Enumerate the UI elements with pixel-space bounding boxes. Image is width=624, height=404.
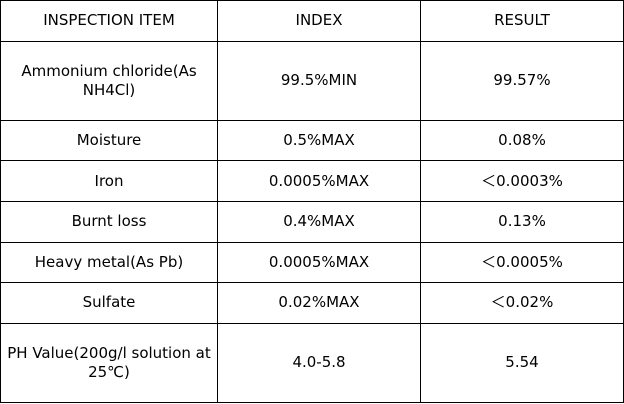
table-cell: Iron [0,160,218,202]
header-cell: INSPECTION ITEM [0,0,218,42]
table-cell: ＜0.02% [420,282,624,324]
table-row: Iron 0.0005%MAX ＜0.0003% [0,160,624,202]
table-cell: Heavy metal(As Pb) [0,241,218,284]
table-cell: 0.0005%MAX [217,241,421,284]
table-cell: 0.13% [420,200,624,243]
table-cell: 0.08% [420,119,624,162]
table-cell: 5.54 [420,322,624,404]
table-row: Ammonium chloride(As NH4Cl) 99.5%MIN 99.57… [0,40,624,121]
table-cell: ＜0.0003% [420,160,624,202]
table-cell: 99.57% [420,40,624,121]
table-cell: 0.4%MAX [217,200,421,243]
table-cell: Sulfate [0,282,218,324]
table-cell: 0.02%MAX [217,282,421,324]
table-cell: 0.5%MAX [217,119,421,162]
table-cell: Moisture [0,119,218,162]
table-cell: 4.0-5.8 [217,322,421,404]
table-cell: Ammonium chloride(As NH4Cl) [0,40,218,121]
table-cell: ＜0.0005% [420,241,624,284]
table-cell: Burnt loss [0,200,218,243]
table-row: Burnt loss 0.4%MAX 0.13% [0,200,624,243]
table-cell: 99.5%MIN [217,40,421,121]
header-cell: RESULT [420,0,624,42]
table-row: Heavy metal(As Pb) 0.0005%MAX ＜0.0005% [0,241,624,284]
table-cell: PH Value(200g/l solution at 25℃) [0,322,218,404]
header-cell: INDEX [217,0,421,42]
table-cell: 0.0005%MAX [217,160,421,202]
table-row: Moisture 0.5%MAX 0.08% [0,119,624,162]
header-row: INSPECTION ITEM INDEX RESULT [0,0,624,42]
table-row: Sulfate 0.02%MAX ＜0.02% [0,282,624,324]
table-row: PH Value(200g/l solution at 25℃) 4.0-5.8 5… [0,322,624,404]
